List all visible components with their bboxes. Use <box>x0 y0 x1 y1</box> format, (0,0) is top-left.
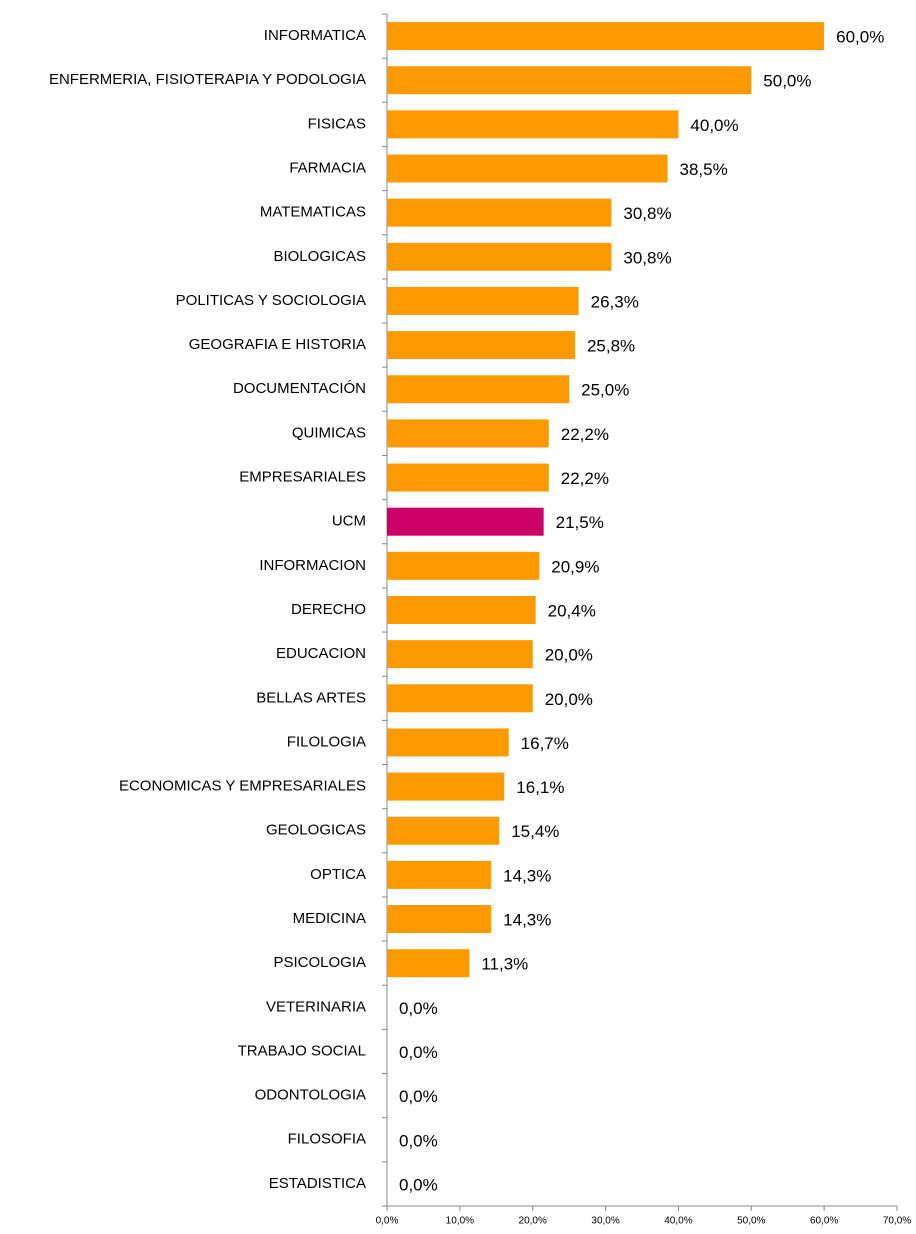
bar <box>387 816 500 845</box>
bar <box>387 419 549 448</box>
category-label: DOCUMENTACIÓN <box>233 380 366 397</box>
category-label: VETERINARIA <box>266 998 366 1015</box>
value-label: 20,4% <box>548 601 596 620</box>
value-label: 25,8% <box>587 337 635 356</box>
category-label: OPTICA <box>310 866 366 883</box>
value-label: 20,0% <box>545 690 593 709</box>
value-label: 0,0% <box>399 1087 438 1106</box>
value-label: 50,0% <box>763 72 811 91</box>
category-label: BIOLOGICAS <box>273 248 366 265</box>
category-label: FILOSOFIA <box>288 1131 366 1148</box>
category-label: FISICAS <box>308 115 366 132</box>
bar <box>387 728 509 757</box>
x-tick-label: 50,0% <box>737 1216 765 1227</box>
category-label: DERECHO <box>291 601 366 618</box>
value-label: 0,0% <box>399 1043 438 1062</box>
value-label: 40,0% <box>690 116 738 135</box>
bar <box>387 110 679 139</box>
category-label: EDUCACION <box>276 645 366 662</box>
x-tick-label: 20,0% <box>519 1216 547 1227</box>
category-label: PSICOLOGIA <box>273 954 366 971</box>
bar <box>387 860 492 889</box>
bar <box>387 463 549 492</box>
value-label: 0,0% <box>399 1175 438 1194</box>
category-label: FARMACIA <box>289 159 366 176</box>
category-label: GEOGRAFIA E HISTORIA <box>189 336 366 353</box>
category-label: ENFERMERIA, FISIOTERAPIA Y PODOLOGIA <box>49 71 366 88</box>
value-label: 15,4% <box>511 822 559 841</box>
value-label: 26,3% <box>591 292 639 311</box>
value-label: 21,5% <box>556 513 604 532</box>
value-label: 16,1% <box>516 778 564 797</box>
value-label: 14,3% <box>503 911 551 930</box>
category-label: EMPRESARIALES <box>239 469 366 486</box>
category-label: ODONTOLOGIA <box>255 1087 366 1104</box>
value-label: 30,8% <box>623 248 671 267</box>
category-label: MATEMATICAS <box>260 204 366 221</box>
category-label: MEDICINA <box>293 910 366 927</box>
bar <box>387 551 540 580</box>
bar <box>387 331 575 360</box>
category-label: BELLAS ARTES <box>256 689 366 706</box>
value-label: 30,8% <box>623 204 671 223</box>
value-label: 25,0% <box>581 381 629 400</box>
bar <box>387 286 579 315</box>
value-label: 22,2% <box>561 425 609 444</box>
category-label: INFORMATICA <box>264 27 366 44</box>
bar <box>387 66 752 95</box>
value-label: 60,0% <box>836 28 884 47</box>
category-label: UCM <box>332 513 366 530</box>
value-label: 14,3% <box>503 866 551 885</box>
category-label: INFORMACION <box>259 557 366 574</box>
category-label: ESTADISTICA <box>269 1175 366 1192</box>
category-label: ECONOMICAS Y EMPRESARIALES <box>119 778 366 795</box>
bar <box>387 507 544 536</box>
bar <box>387 198 612 227</box>
x-tick-label: 0,0% <box>376 1216 399 1227</box>
bar <box>387 640 533 669</box>
bar <box>387 684 533 713</box>
bar <box>387 22 825 51</box>
value-label: 20,9% <box>551 557 599 576</box>
value-label: 0,0% <box>399 999 438 1018</box>
category-label: POLITICAS Y SOCIOLOGIA <box>176 292 366 309</box>
value-label: 0,0% <box>399 1131 438 1150</box>
category-label: GEOLOGICAS <box>266 822 366 839</box>
x-tick-label: 70,0% <box>883 1216 911 1227</box>
category-label: TRABAJO SOCIAL <box>238 1042 366 1059</box>
bar <box>387 905 492 934</box>
bar <box>387 772 505 801</box>
value-label: 22,2% <box>561 469 609 488</box>
bar <box>387 596 536 624</box>
bar <box>387 375 570 404</box>
x-tick-label: 30,0% <box>591 1216 619 1227</box>
bar <box>387 242 612 271</box>
x-tick-label: 60,0% <box>810 1216 838 1227</box>
category-label: QUIMICAS <box>292 424 366 441</box>
value-label: 38,5% <box>680 160 728 179</box>
bar <box>387 949 470 978</box>
value-label: 11,3% <box>481 955 528 974</box>
value-label: 16,7% <box>521 734 569 753</box>
category-label: FILOLOGIA <box>287 733 366 750</box>
x-tick-label: 10,0% <box>446 1216 474 1227</box>
value-label: 20,0% <box>545 646 593 665</box>
bar <box>387 154 668 183</box>
x-tick-label: 40,0% <box>664 1216 692 1227</box>
